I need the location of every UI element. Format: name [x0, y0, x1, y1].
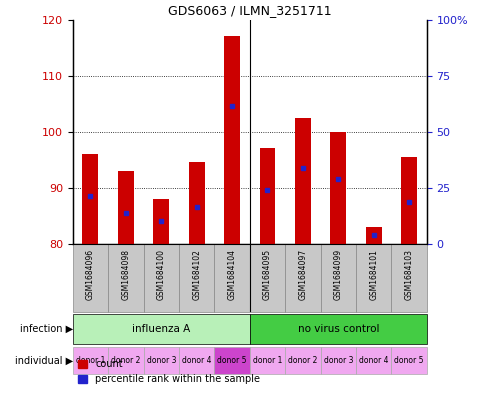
Text: donor 2: donor 2: [287, 356, 317, 365]
Bar: [285, 244, 320, 312]
Text: no virus control: no virus control: [297, 324, 378, 334]
Bar: [214, 244, 249, 312]
Text: donor 2: donor 2: [111, 356, 140, 365]
Text: GSM1684101: GSM1684101: [368, 249, 378, 300]
Bar: [400, 157, 416, 244]
Bar: [153, 199, 169, 244]
Bar: [179, 347, 214, 374]
Bar: [249, 244, 285, 312]
Bar: [73, 244, 108, 312]
Bar: [143, 244, 179, 312]
Bar: [249, 347, 285, 374]
Text: donor 1: donor 1: [76, 356, 105, 365]
Bar: [285, 347, 320, 374]
Text: GSM1684100: GSM1684100: [156, 249, 166, 300]
Text: influenza A: influenza A: [132, 324, 190, 334]
Text: GSM1684095: GSM1684095: [262, 249, 272, 300]
Bar: [391, 347, 426, 374]
Bar: [179, 244, 214, 312]
Bar: [355, 244, 391, 312]
Title: GDS6063 / ILMN_3251711: GDS6063 / ILMN_3251711: [167, 4, 331, 17]
Text: infection ▶: infection ▶: [19, 324, 73, 334]
Bar: [330, 132, 346, 244]
Bar: [143, 347, 179, 374]
Bar: [73, 314, 249, 344]
Bar: [355, 347, 391, 374]
Text: GSM1684096: GSM1684096: [86, 249, 95, 300]
Bar: [188, 162, 204, 244]
Text: GSM1684103: GSM1684103: [404, 249, 413, 300]
Legend: count, percentile rank within the sample: count, percentile rank within the sample: [77, 359, 259, 384]
Text: donor 5: donor 5: [217, 356, 246, 365]
Text: GSM1684097: GSM1684097: [298, 249, 307, 300]
Text: individual ▶: individual ▶: [15, 356, 73, 365]
Bar: [259, 149, 275, 244]
Text: donor 1: donor 1: [252, 356, 282, 365]
Bar: [214, 347, 249, 374]
Text: donor 4: donor 4: [182, 356, 211, 365]
Text: donor 3: donor 3: [323, 356, 352, 365]
Text: GSM1684098: GSM1684098: [121, 249, 130, 300]
Bar: [320, 347, 355, 374]
Bar: [82, 154, 98, 244]
Bar: [224, 37, 240, 244]
Bar: [320, 244, 355, 312]
Bar: [249, 314, 426, 344]
Bar: [294, 118, 310, 244]
Text: donor 5: donor 5: [393, 356, 423, 365]
Bar: [108, 244, 143, 312]
Text: donor 3: donor 3: [146, 356, 176, 365]
Bar: [365, 227, 381, 244]
Bar: [108, 347, 143, 374]
Text: GSM1684102: GSM1684102: [192, 249, 201, 300]
Bar: [391, 244, 426, 312]
Text: GSM1684099: GSM1684099: [333, 249, 342, 300]
Text: GSM1684104: GSM1684104: [227, 249, 236, 300]
Text: donor 4: donor 4: [358, 356, 388, 365]
Bar: [118, 171, 134, 244]
Bar: [73, 347, 108, 374]
